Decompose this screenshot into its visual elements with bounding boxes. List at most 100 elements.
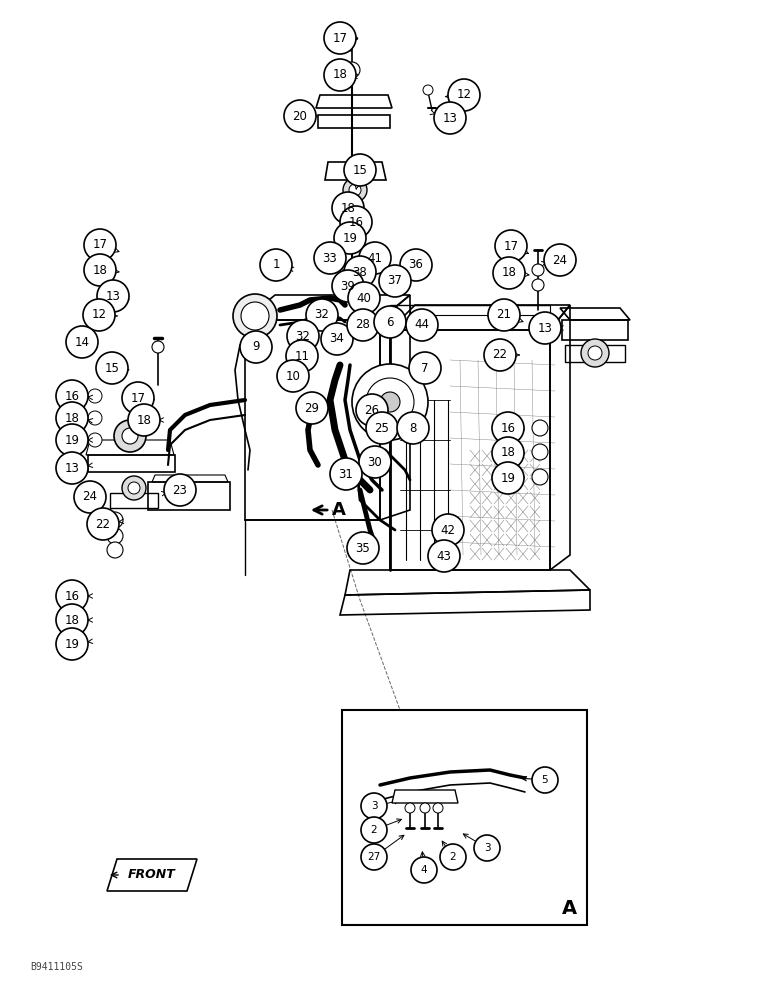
Text: 2: 2 xyxy=(449,852,456,862)
Circle shape xyxy=(374,306,406,338)
Circle shape xyxy=(332,270,364,302)
Text: 32: 32 xyxy=(296,330,310,342)
Text: 3: 3 xyxy=(484,843,490,853)
Text: 23: 23 xyxy=(173,484,188,496)
Text: 24: 24 xyxy=(553,253,567,266)
Text: 22: 22 xyxy=(493,349,507,361)
Text: 13: 13 xyxy=(442,111,458,124)
Text: 38: 38 xyxy=(353,265,367,278)
Circle shape xyxy=(349,184,361,196)
Polygon shape xyxy=(392,790,458,803)
Circle shape xyxy=(366,412,398,444)
Circle shape xyxy=(432,514,464,546)
Circle shape xyxy=(366,378,414,426)
Text: A: A xyxy=(561,900,577,918)
Text: 44: 44 xyxy=(415,318,429,332)
Circle shape xyxy=(56,424,88,456)
Text: 13: 13 xyxy=(537,322,553,334)
Circle shape xyxy=(581,339,609,367)
Circle shape xyxy=(361,844,387,870)
Text: 3: 3 xyxy=(371,801,378,811)
Circle shape xyxy=(340,206,372,238)
Text: 21: 21 xyxy=(496,308,512,322)
Text: 16: 16 xyxy=(65,389,80,402)
Text: 16: 16 xyxy=(500,422,516,434)
Text: 18: 18 xyxy=(333,68,347,82)
Circle shape xyxy=(474,835,500,861)
Circle shape xyxy=(488,299,520,331)
Circle shape xyxy=(343,178,367,202)
Circle shape xyxy=(66,326,98,358)
Circle shape xyxy=(588,346,602,360)
Circle shape xyxy=(122,382,154,414)
Circle shape xyxy=(448,79,480,111)
Text: 43: 43 xyxy=(436,550,452,562)
Text: 5: 5 xyxy=(542,775,548,785)
Circle shape xyxy=(56,452,88,484)
Circle shape xyxy=(380,392,400,412)
Circle shape xyxy=(347,532,379,564)
Circle shape xyxy=(314,242,346,274)
Circle shape xyxy=(107,542,123,558)
Circle shape xyxy=(330,458,362,490)
Text: 18: 18 xyxy=(65,613,80,626)
Text: 26: 26 xyxy=(364,403,380,416)
Circle shape xyxy=(344,62,360,78)
Circle shape xyxy=(420,803,430,813)
Text: 17: 17 xyxy=(93,238,107,251)
Text: 19: 19 xyxy=(500,472,516,485)
Circle shape xyxy=(532,469,548,485)
Circle shape xyxy=(334,222,366,254)
Text: 32: 32 xyxy=(314,308,330,322)
Circle shape xyxy=(296,392,328,424)
Circle shape xyxy=(56,402,88,434)
Circle shape xyxy=(152,341,164,353)
Text: 18: 18 xyxy=(137,414,151,426)
Text: 34: 34 xyxy=(330,332,344,346)
Text: 8: 8 xyxy=(409,422,417,434)
Text: 19: 19 xyxy=(343,232,357,244)
Text: 40: 40 xyxy=(357,292,371,304)
Circle shape xyxy=(433,803,443,813)
Text: 13: 13 xyxy=(106,290,120,302)
Circle shape xyxy=(359,242,391,274)
Circle shape xyxy=(493,257,525,289)
Circle shape xyxy=(241,302,269,330)
Text: 24: 24 xyxy=(83,490,97,504)
Circle shape xyxy=(332,192,364,224)
Text: 16: 16 xyxy=(348,216,364,229)
Text: 42: 42 xyxy=(441,524,455,536)
Circle shape xyxy=(96,352,128,384)
Polygon shape xyxy=(107,859,197,891)
Text: 27: 27 xyxy=(367,852,381,862)
Circle shape xyxy=(128,404,160,436)
Text: 9: 9 xyxy=(252,340,259,354)
Text: 19: 19 xyxy=(65,638,80,650)
Circle shape xyxy=(74,481,106,513)
Text: 18: 18 xyxy=(93,263,107,276)
Text: 11: 11 xyxy=(294,350,310,362)
Circle shape xyxy=(84,254,116,286)
Text: 16: 16 xyxy=(65,589,80,602)
Circle shape xyxy=(306,299,338,331)
Circle shape xyxy=(240,331,272,363)
Circle shape xyxy=(87,508,119,540)
Circle shape xyxy=(492,412,524,444)
Text: 1: 1 xyxy=(273,258,279,271)
Circle shape xyxy=(287,320,319,352)
Circle shape xyxy=(544,244,576,276)
Circle shape xyxy=(164,474,196,506)
Circle shape xyxy=(411,857,437,883)
Circle shape xyxy=(379,265,411,297)
Text: 18: 18 xyxy=(65,412,80,424)
Circle shape xyxy=(347,197,363,213)
Circle shape xyxy=(122,476,146,500)
Text: 37: 37 xyxy=(388,274,402,288)
Text: 22: 22 xyxy=(96,518,110,530)
Circle shape xyxy=(352,364,428,440)
Circle shape xyxy=(56,380,88,412)
Circle shape xyxy=(529,312,561,344)
Circle shape xyxy=(344,256,376,288)
Text: 36: 36 xyxy=(408,258,423,271)
Text: 17: 17 xyxy=(503,239,519,252)
